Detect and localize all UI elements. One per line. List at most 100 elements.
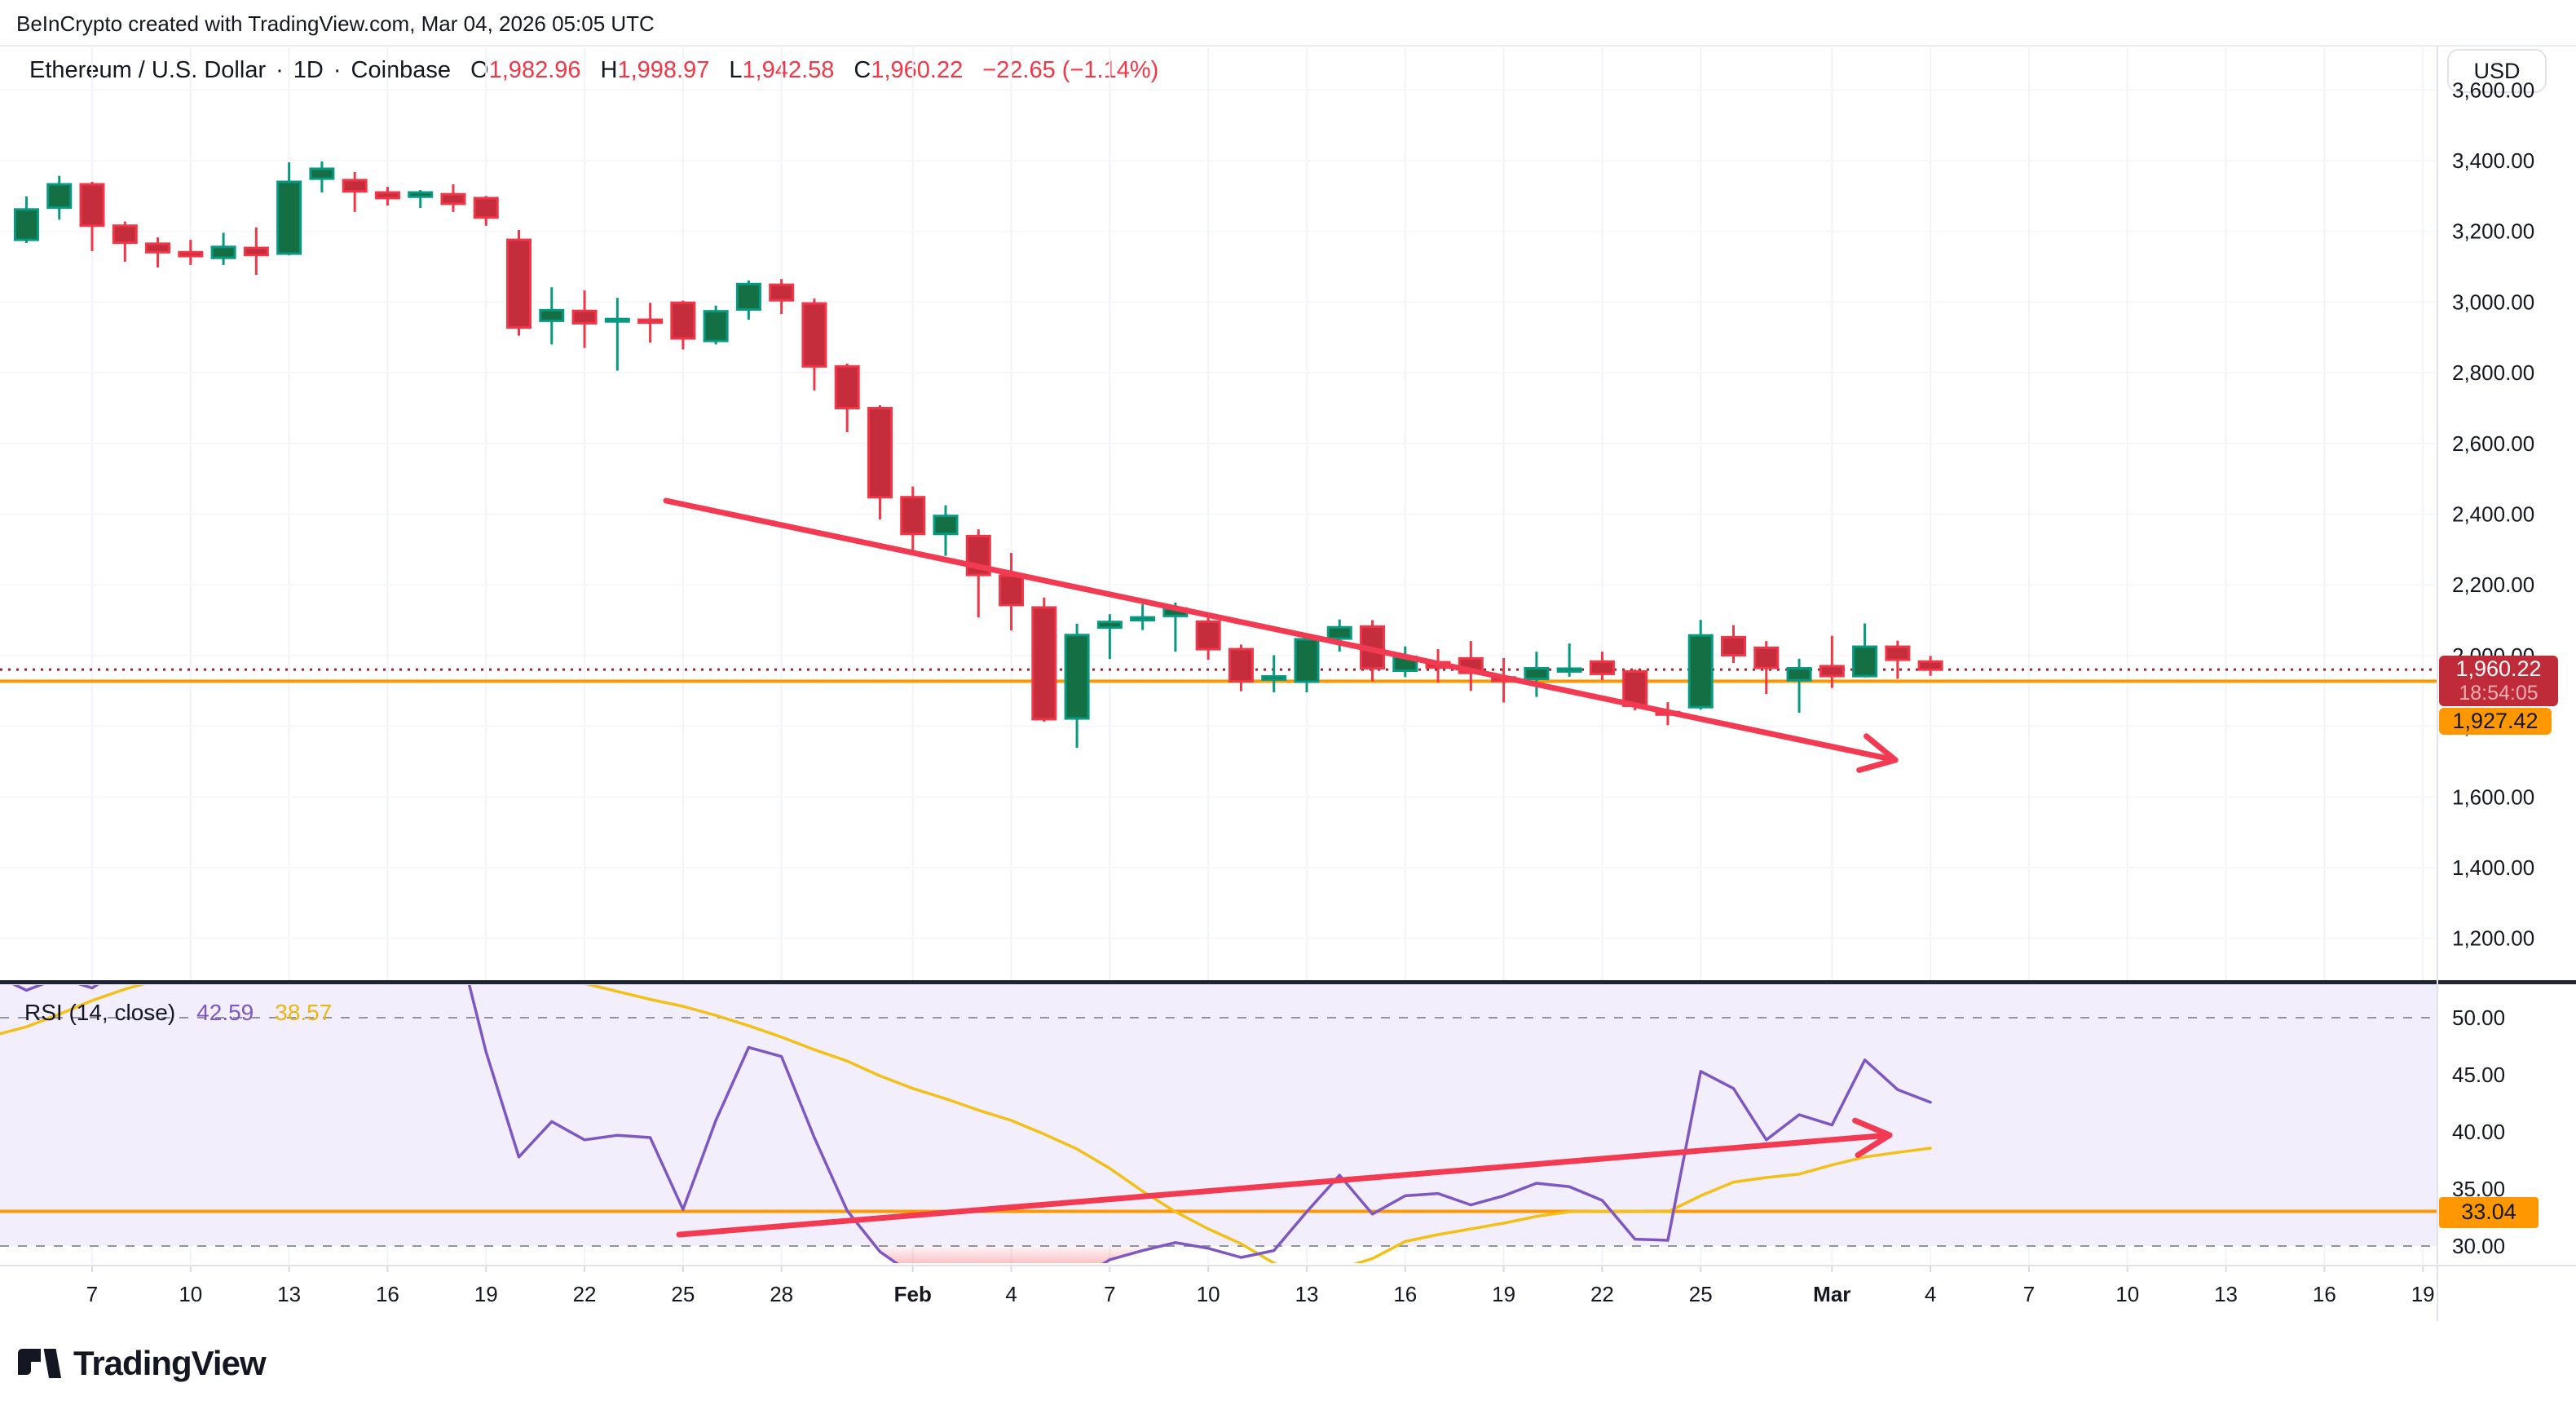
rsi-tick-label: 45.00	[2452, 1063, 2505, 1087]
rsi-tick-label: 30.00	[2452, 1234, 2505, 1258]
candlestick-series[interactable]	[13, 161, 1943, 749]
time-tick-label: 16	[2313, 1282, 2336, 1306]
candle-jan-13[interactable]	[276, 162, 302, 256]
candle-feb-28[interactable]	[1786, 658, 1812, 714]
rsi-line[interactable]	[0, 881, 1932, 1320]
price-trendline[interactable]	[663, 497, 1899, 773]
candle-jan-29[interactable]	[801, 298, 827, 391]
time-tick-label: 19	[2411, 1282, 2435, 1306]
candle-feb-11[interactable]	[1228, 644, 1254, 692]
candle-jan-26[interactable]	[703, 305, 729, 345]
candle-feb-14[interactable]	[1326, 619, 1352, 652]
time-tick-label: 22	[573, 1282, 597, 1306]
last-price-value: 1,960.22	[2455, 656, 2542, 682]
attribution-text: BeInCrypto created with TradingView.com,…	[16, 11, 655, 36]
candle-feb-2[interactable]	[933, 505, 959, 556]
time-tick-label: 25	[671, 1282, 695, 1306]
candle-feb-20[interactable]	[1524, 652, 1550, 697]
candle-jan-20[interactable]	[506, 229, 532, 336]
candle-jan-21[interactable]	[539, 287, 565, 345]
bar-countdown: 18:54:05	[2459, 682, 2539, 705]
price-scale[interactable]: 3,600.00 3,400.00 3,200.00 3,000.00 2,800.00…	[2452, 77, 2534, 950]
candle-feb-22[interactable]	[1589, 652, 1615, 681]
candle-feb-25[interactable]	[1687, 620, 1714, 710]
price-tick-label: 3,400.00	[2452, 148, 2534, 173]
candle-jan-25[interactable]	[670, 300, 696, 350]
candle-jan-6[interactable]	[46, 175, 73, 220]
candle-feb-6[interactable]	[1064, 623, 1090, 749]
candle-jan-14[interactable]	[309, 161, 335, 193]
candle-jan-24[interactable]	[637, 303, 664, 343]
candle-mar-2[interactable]	[1852, 623, 1878, 678]
candle-feb-16[interactable]	[1392, 646, 1418, 678]
price-tick-label: 1,200.00	[2452, 926, 2534, 951]
time-tick-label: 7	[1104, 1282, 1115, 1306]
rsi-ma-line[interactable]	[0, 946, 1932, 1278]
rsi-ma-value: 38.57	[275, 1000, 333, 1025]
candle-jan-7[interactable]	[79, 182, 105, 251]
exchange-label: Coinbase	[351, 57, 452, 83]
time-tick-label: 10	[1197, 1282, 1220, 1306]
candle-feb-1[interactable]	[900, 486, 926, 554]
candle-jan-31[interactable]	[867, 404, 893, 520]
price-tick-label: 2,400.00	[2452, 502, 2534, 527]
candle-mar-3[interactable]	[1885, 640, 1911, 679]
candle-jan-16[interactable]	[374, 187, 400, 206]
candle-jan-27[interactable]	[735, 280, 761, 320]
candle-jan-9[interactable]	[145, 237, 171, 267]
rsi-indicator-legend[interactable]: RSI (14, close) 42.59 38.57	[24, 1000, 332, 1026]
time-tick-label: 4	[1005, 1282, 1017, 1306]
candle-feb-3[interactable]	[965, 529, 991, 618]
price-tick-label: 3,600.00	[2452, 77, 2534, 102]
candle-jan-8[interactable]	[112, 221, 138, 262]
candle-feb-4[interactable]	[999, 553, 1025, 631]
time-tick-label: 13	[1295, 1282, 1319, 1306]
candle-jan-12[interactable]	[243, 227, 269, 276]
candle-feb-10[interactable]	[1195, 615, 1221, 661]
symbol-legend[interactable]: Ethereum / U.S. Dollar · 1D · Coinbase O…	[29, 57, 1159, 83]
rsi-tick-label: 40.00	[2452, 1120, 2505, 1144]
candle-jan-17[interactable]	[408, 189, 434, 209]
candle-feb-5[interactable]	[1031, 597, 1057, 722]
candle-jan-30[interactable]	[834, 363, 860, 432]
ohlc-close: C1,960.22	[854, 57, 964, 83]
time-tick-label: Mar	[1813, 1282, 1850, 1306]
candle-mar-4[interactable]	[1917, 656, 1943, 676]
candle-jan-15[interactable]	[342, 171, 368, 212]
last-price-badge: 1,960.22 18:54:05	[2439, 656, 2558, 706]
tradingview-logo[interactable]: TradingView	[16, 1344, 267, 1383]
candle-feb-21[interactable]	[1556, 643, 1582, 677]
time-tick-label: Feb	[894, 1282, 932, 1306]
candle-jan-11[interactable]	[210, 232, 236, 265]
time-scale[interactable]: 7 10 13 16 19 22 25 28 Feb 4 7 10 13 16 19 22 25 Mar 4 7 10 1…	[86, 1282, 2435, 1306]
time-tick-label: 22	[1590, 1282, 1614, 1306]
price-tick-label: 3,200.00	[2452, 219, 2534, 244]
time-tick-label: 13	[277, 1282, 301, 1306]
time-tick-label: 16	[376, 1282, 399, 1306]
currency-unit-button[interactable]: USD	[2447, 49, 2547, 93]
candle-jan-5[interactable]	[13, 196, 39, 244]
candle-jan-22[interactable]	[571, 290, 598, 348]
tradingview-logo-text: TradingView	[73, 1344, 267, 1382]
candle-feb-13[interactable]	[1294, 634, 1320, 692]
candle-feb-12[interactable]	[1261, 655, 1287, 692]
symbol-name: Ethereum / U.S. Dollar	[29, 57, 267, 83]
pane-separator[interactable]	[0, 980, 2576, 984]
tradingview-logo-icon	[18, 1349, 62, 1378]
rsi-band-background	[0, 984, 2437, 1246]
candle-jan-23[interactable]	[604, 298, 630, 371]
candle-jan-19[interactable]	[473, 196, 499, 226]
rsi-trendline[interactable]	[676, 1117, 1893, 1238]
candle-jan-28[interactable]	[769, 279, 795, 315]
interval-label: 1D	[293, 57, 324, 83]
candle-feb-27[interactable]	[1753, 641, 1780, 695]
candle-feb-7[interactable]	[1096, 614, 1123, 660]
candle-jan-18[interactable]	[440, 184, 466, 212]
candle-feb-8[interactable]	[1130, 604, 1156, 630]
candle-mar-1[interactable]	[1819, 635, 1845, 688]
time-tick-label: 28	[770, 1282, 793, 1306]
candle-jan-10[interactable]	[178, 240, 204, 265]
candle-feb-26[interactable]	[1721, 625, 1746, 664]
